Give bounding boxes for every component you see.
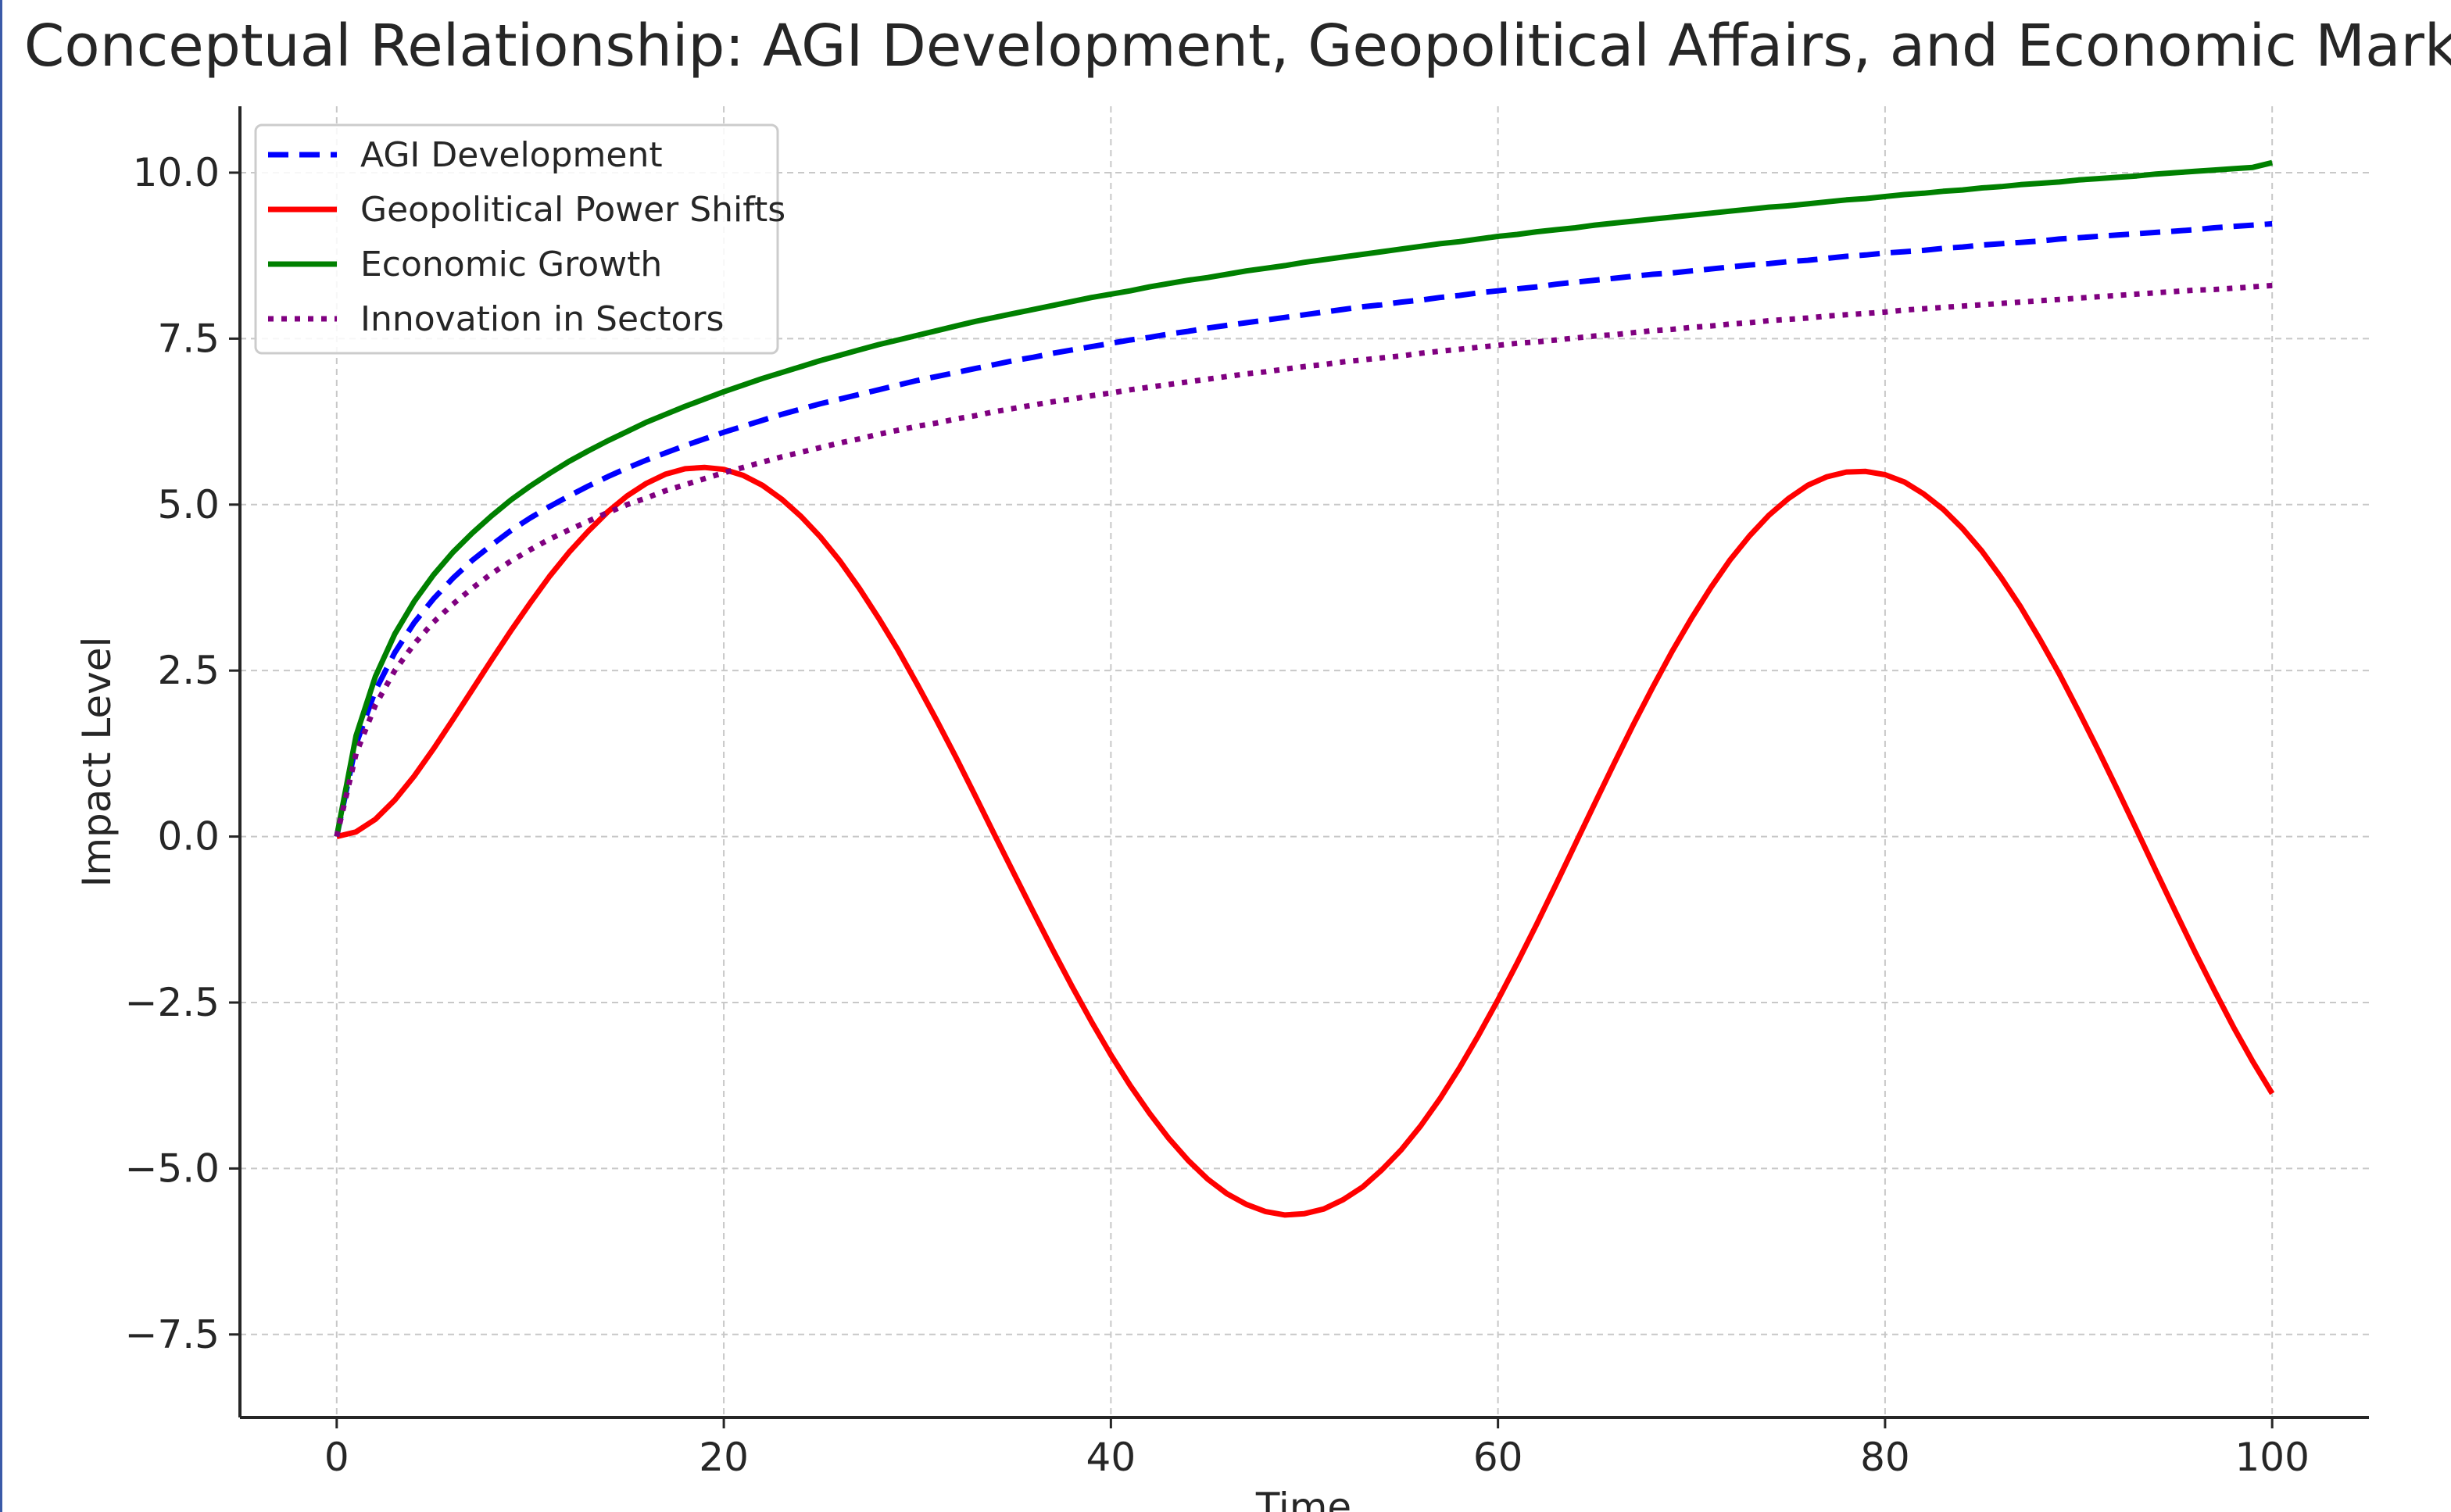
y-tick-label: 5.0 bbox=[157, 482, 220, 527]
legend: AGI Development Geopolitical Power Shifts… bbox=[254, 123, 785, 355]
y-tick-label: 10.0 bbox=[133, 150, 220, 195]
series-line bbox=[334, 220, 2273, 838]
legend-box bbox=[254, 123, 779, 355]
legend-entry-label: Innovation in Sectors bbox=[360, 299, 724, 339]
x-axis-label: Time bbox=[1255, 1485, 1351, 1512]
series-line bbox=[335, 464, 2275, 1218]
axes bbox=[229, 106, 2369, 1428]
y-tick-label: −5.0 bbox=[125, 1146, 220, 1191]
x-tick-label: 100 bbox=[2235, 1435, 2309, 1480]
legend-entry-label: Geopolitical Power Shifts bbox=[360, 190, 785, 230]
legend-entry-label: Economic Growth bbox=[360, 245, 662, 284]
x-tick-label: 60 bbox=[1473, 1435, 1523, 1480]
legend-entry-label: AGI Development bbox=[360, 135, 663, 175]
series-lines bbox=[334, 159, 2275, 1218]
x-tick-label: 80 bbox=[1860, 1435, 1910, 1480]
series-line bbox=[334, 282, 2273, 838]
y-tick-label: 0.0 bbox=[157, 814, 220, 860]
x-tick-label: 40 bbox=[1086, 1435, 1136, 1480]
y-tick-label: 7.5 bbox=[157, 316, 220, 361]
x-tick-label: 20 bbox=[699, 1435, 749, 1480]
y-axis-label: Impact Level bbox=[74, 637, 120, 888]
y-tick-label: −2.5 bbox=[125, 980, 220, 1025]
tick-labels: 0 20 40 60 80 100 10.0 7.5 5.0 2.5 0.0 −2.5 −5.0 −7.5 bbox=[125, 150, 2310, 1480]
x-tick-label: 0 bbox=[324, 1435, 349, 1480]
chart-title: Conceptual Relationship: AGI Development… bbox=[24, 13, 2451, 80]
y-tick-label: −7.5 bbox=[125, 1312, 220, 1357]
series-line bbox=[334, 159, 2274, 838]
y-tick-label: 2.5 bbox=[157, 648, 220, 693]
